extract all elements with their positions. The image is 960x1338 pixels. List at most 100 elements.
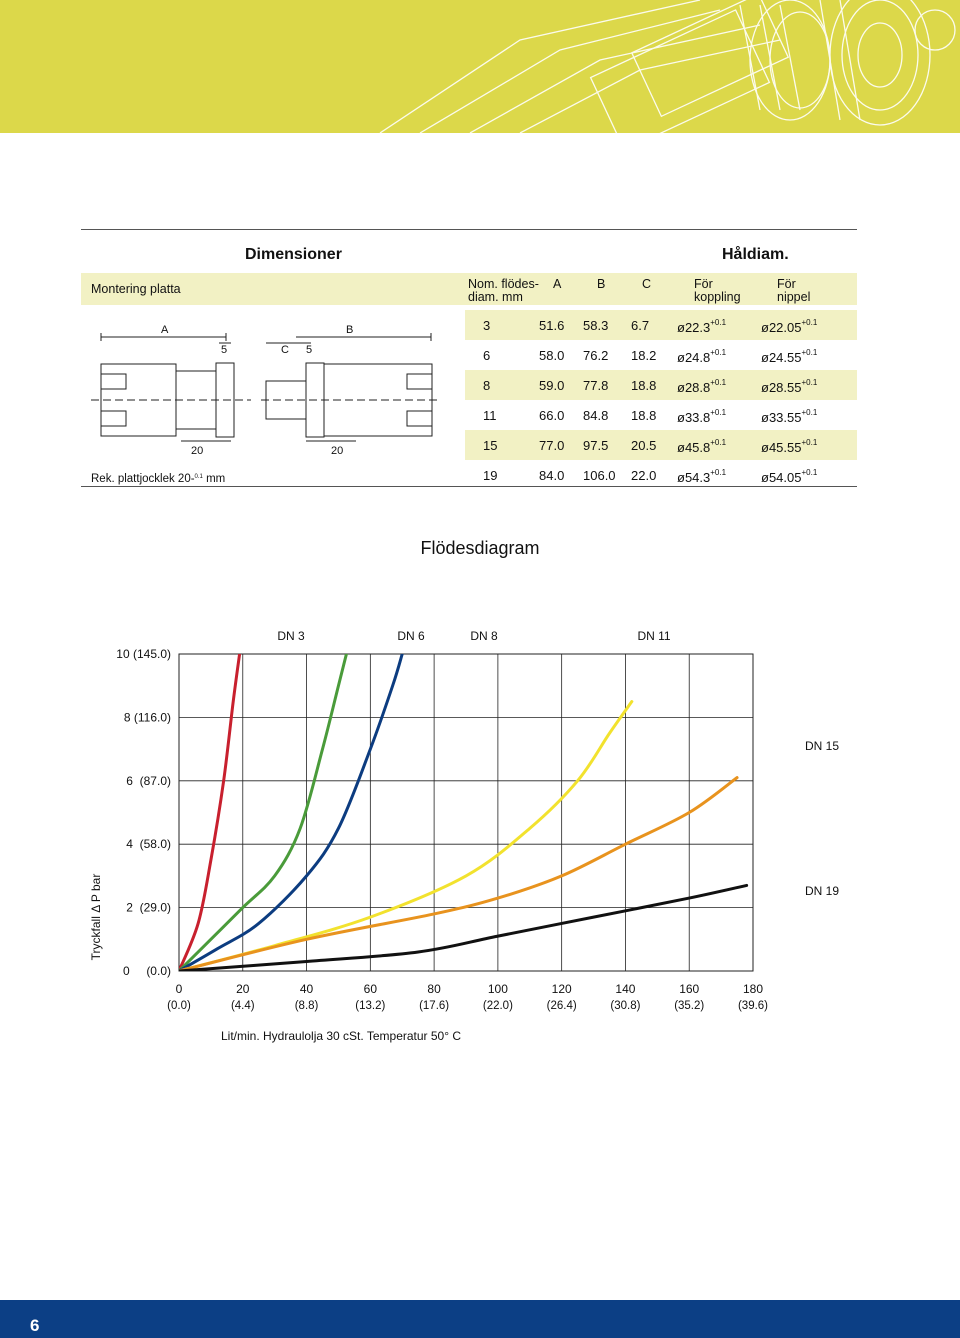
x-tick-label: 180: [743, 982, 763, 996]
flow-chart: 0 (0.0) 2 (29.0) 4 (58.0) 6 (87.0) 8 (116.0)…: [116, 629, 839, 1012]
table-cell-a: 58.0: [539, 348, 565, 363]
rek-unit: mm: [206, 473, 226, 485]
table-row: 6 58.0 76.2 18.2 ø24.8+0.1 ø24.55+0.1: [465, 340, 857, 370]
x-tick-sublabel: (13.2): [355, 1000, 385, 1012]
table-cell-c: 18.2: [631, 348, 657, 363]
coupling-drawing: A 5 C 5 B 20 20: [91, 324, 441, 457]
table-cell-a: 66.0: [539, 408, 565, 423]
table-cell-a: 59.0: [539, 378, 565, 393]
x-tick-label: 20: [236, 982, 250, 996]
table-cell-nom: 19: [483, 468, 498, 483]
table-row: 15 77.0 97.5 20.5 ø45.8+0.1 ø45.55+0.1: [465, 430, 857, 460]
table-header: Montering platta Nom. flödes- diam. mm A…: [81, 273, 857, 305]
series-line-dn-6: [179, 654, 348, 971]
series-line-dn-3: [179, 654, 242, 971]
dim-label-b: B: [346, 324, 353, 336]
header-banner: [0, 0, 960, 133]
table-cell-nipple: ø28.55+0.1: [761, 378, 818, 395]
table-cell-a: 77.0: [539, 438, 565, 453]
table-cell-b: 97.5: [583, 438, 609, 453]
x-tick-label: 100: [488, 982, 508, 996]
x-tick-sublabel: (22.0): [483, 1000, 513, 1012]
chart-title: Flödesdiagram: [420, 538, 540, 558]
x-tick-sublabel: (26.4): [547, 1000, 577, 1012]
mounting-label: Montering platta: [91, 282, 181, 296]
table-cell-a: 84.0: [539, 468, 565, 483]
x-tick-label: 60: [364, 982, 378, 996]
x-tick-label: 80: [427, 982, 441, 996]
x-tick-sublabel: (0.0): [167, 1000, 191, 1012]
table-cell-coupling: ø24.8+0.1: [677, 348, 727, 365]
series-label: DN 19: [805, 884, 839, 898]
table-cell-nom: 11: [483, 408, 497, 423]
table-cell-nipple: ø24.55+0.1: [761, 348, 818, 365]
dim-label-5-left: 5: [221, 344, 227, 356]
table-cell-coupling: ø28.8+0.1: [677, 378, 727, 395]
table-row: 11 66.0 84.8 18.8 ø33.8+0.1 ø33.55+0.1: [465, 400, 857, 430]
y-tick-label: 8 (116.0): [124, 710, 171, 724]
table-cell-c: 22.0: [631, 468, 657, 483]
header-nipple-line2: nippel: [777, 290, 811, 304]
y-tick-label: 6 (87.0): [126, 774, 171, 788]
table-cell-nom: 8: [483, 378, 491, 393]
dim-label-20-left: 20: [191, 445, 203, 457]
plot-frame: [178, 653, 754, 972]
y-tick-label: 10 (145.0): [116, 647, 171, 661]
rek-tolerance: 0.1: [194, 474, 203, 480]
table-cell-b: 77.8: [583, 378, 609, 393]
series-label: DN 8: [470, 629, 498, 643]
table-cell-b: 76.2: [583, 348, 609, 363]
table-cell-coupling: ø33.8+0.1: [677, 408, 727, 425]
table-cell-c: 18.8: [631, 378, 657, 393]
table-cell-nipple: ø22.05+0.1: [761, 318, 818, 335]
header-coupling: För koppling: [694, 278, 741, 304]
recommended-thickness: Rek. plattjocklek 20-0.1 mm: [91, 473, 225, 485]
x-tick-sublabel: (8.8): [295, 1000, 319, 1012]
series-label: DN 11: [637, 629, 670, 643]
dim-label-5-right: 5: [306, 344, 312, 356]
header-coupling-line1: För: [694, 277, 713, 291]
y-tick-label: 2 (29.0): [126, 901, 171, 915]
dim-label-c: C: [281, 344, 289, 356]
x-tick-sublabel: (4.4): [231, 1000, 255, 1012]
header-nipple: För nippel: [777, 278, 810, 304]
dim-label-20-right: 20: [331, 445, 343, 457]
x-tick-label: 120: [552, 982, 572, 996]
table-cell-a: 51.6: [539, 318, 565, 333]
table-cell-nipple: ø33.55+0.1: [761, 408, 818, 425]
header-c: C: [642, 277, 652, 291]
header-nom: Nom. flödes- diam. mm: [468, 278, 539, 304]
table-cell-coupling: ø45.8+0.1: [677, 438, 727, 455]
divider: [81, 486, 857, 487]
table-cell-nom: 3: [483, 318, 491, 333]
page-number: 6: [30, 1316, 40, 1335]
table-cell-coupling: ø54.3+0.1: [677, 468, 727, 485]
table-cell-coupling: ø22.3+0.1: [677, 318, 727, 335]
dimensions-title: Dimensioner: [245, 246, 342, 263]
series-line-dn-8: [179, 654, 404, 971]
table-cell-nipple: ø45.55+0.1: [761, 438, 818, 455]
table-cell-nom: 15: [483, 438, 498, 453]
table-cell-b: 84.8: [583, 408, 609, 423]
y-axis-label: Tryckfall Δ P bar: [89, 873, 103, 961]
series-line-dn-19: [179, 883, 749, 971]
table-cell-nipple: ø54.05+0.1: [761, 468, 818, 485]
footer-bar: [0, 1300, 960, 1338]
x-tick-label: 140: [615, 982, 635, 996]
x-tick-label: 160: [679, 982, 699, 996]
table-row: 8 59.0 77.8 18.8 ø28.8+0.1 ø28.55+0.1: [465, 370, 857, 400]
header-nom-line2: diam. mm: [468, 290, 523, 304]
y-tick-label: 0 (0.0): [123, 964, 171, 978]
table-cell-nom: 6: [483, 348, 491, 363]
series-label: DN 3: [277, 629, 305, 643]
table-cell-c: 20.5: [631, 438, 657, 453]
table-row: 3 51.6 58.3 6.7 ø22.3+0.1 ø22.05+0.1: [465, 310, 857, 340]
x-tick-sublabel: (30.8): [610, 1000, 640, 1012]
banner-illustration: [379, 0, 956, 133]
rek-prefix: Rek. plattjocklek 20-: [91, 473, 195, 485]
dim-label-a: A: [161, 324, 169, 336]
header-nom-line1: Nom. flödes-: [468, 277, 539, 291]
table-cell-c: 6.7: [631, 318, 650, 333]
table-cell-b: 58.3: [583, 318, 609, 333]
x-tick-sublabel: (17.6): [419, 1000, 449, 1012]
